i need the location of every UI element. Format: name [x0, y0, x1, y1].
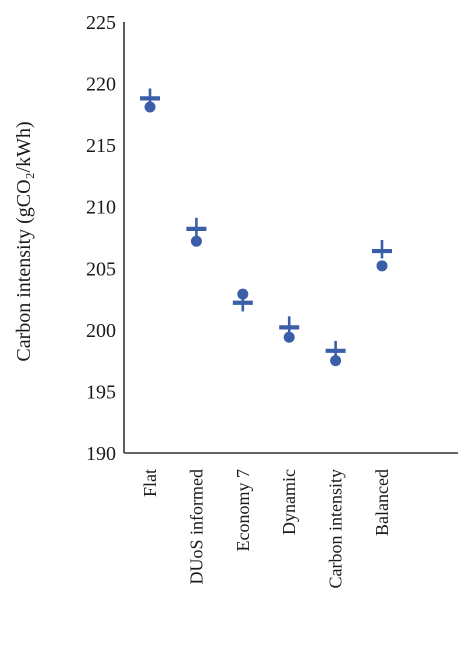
- data-point-circle: [144, 101, 156, 113]
- y-tick-label: 200: [86, 320, 116, 342]
- y-tick-label: 220: [86, 74, 116, 96]
- x-category-label: Balanced: [372, 469, 392, 536]
- y-tick-label: 195: [86, 381, 116, 403]
- x-category-label: DUoS informed: [186, 469, 206, 585]
- y-tick-label: 210: [86, 197, 116, 219]
- y-tick-label: 190: [86, 443, 116, 465]
- axes: [123, 22, 458, 454]
- data-point-circle: [190, 235, 202, 247]
- y-tick-label: 205: [86, 258, 116, 280]
- x-category-label: Economy 7: [233, 469, 253, 552]
- y-axis-title: Carbon intensity (gCO₂/kWh): [13, 121, 35, 361]
- y-tick-label: 215: [86, 135, 116, 157]
- x-category-label: Carbon intensity: [326, 469, 346, 589]
- data-point-circle: [237, 288, 249, 300]
- y-tick-labels: 190 195 200 205 210 215 220 225: [86, 12, 116, 465]
- data-marks: [140, 88, 392, 367]
- x-category-label: Dynamic: [279, 469, 299, 535]
- x-category-labels: Flat DUoS informed Economy 7 Dynamic Carbon …: [140, 469, 392, 589]
- data-point-circle: [376, 260, 388, 272]
- x-category-label: Flat: [140, 469, 160, 497]
- data-point-circle: [330, 355, 342, 367]
- data-point-circle: [283, 331, 295, 343]
- y-tick-label: 225: [86, 12, 116, 34]
